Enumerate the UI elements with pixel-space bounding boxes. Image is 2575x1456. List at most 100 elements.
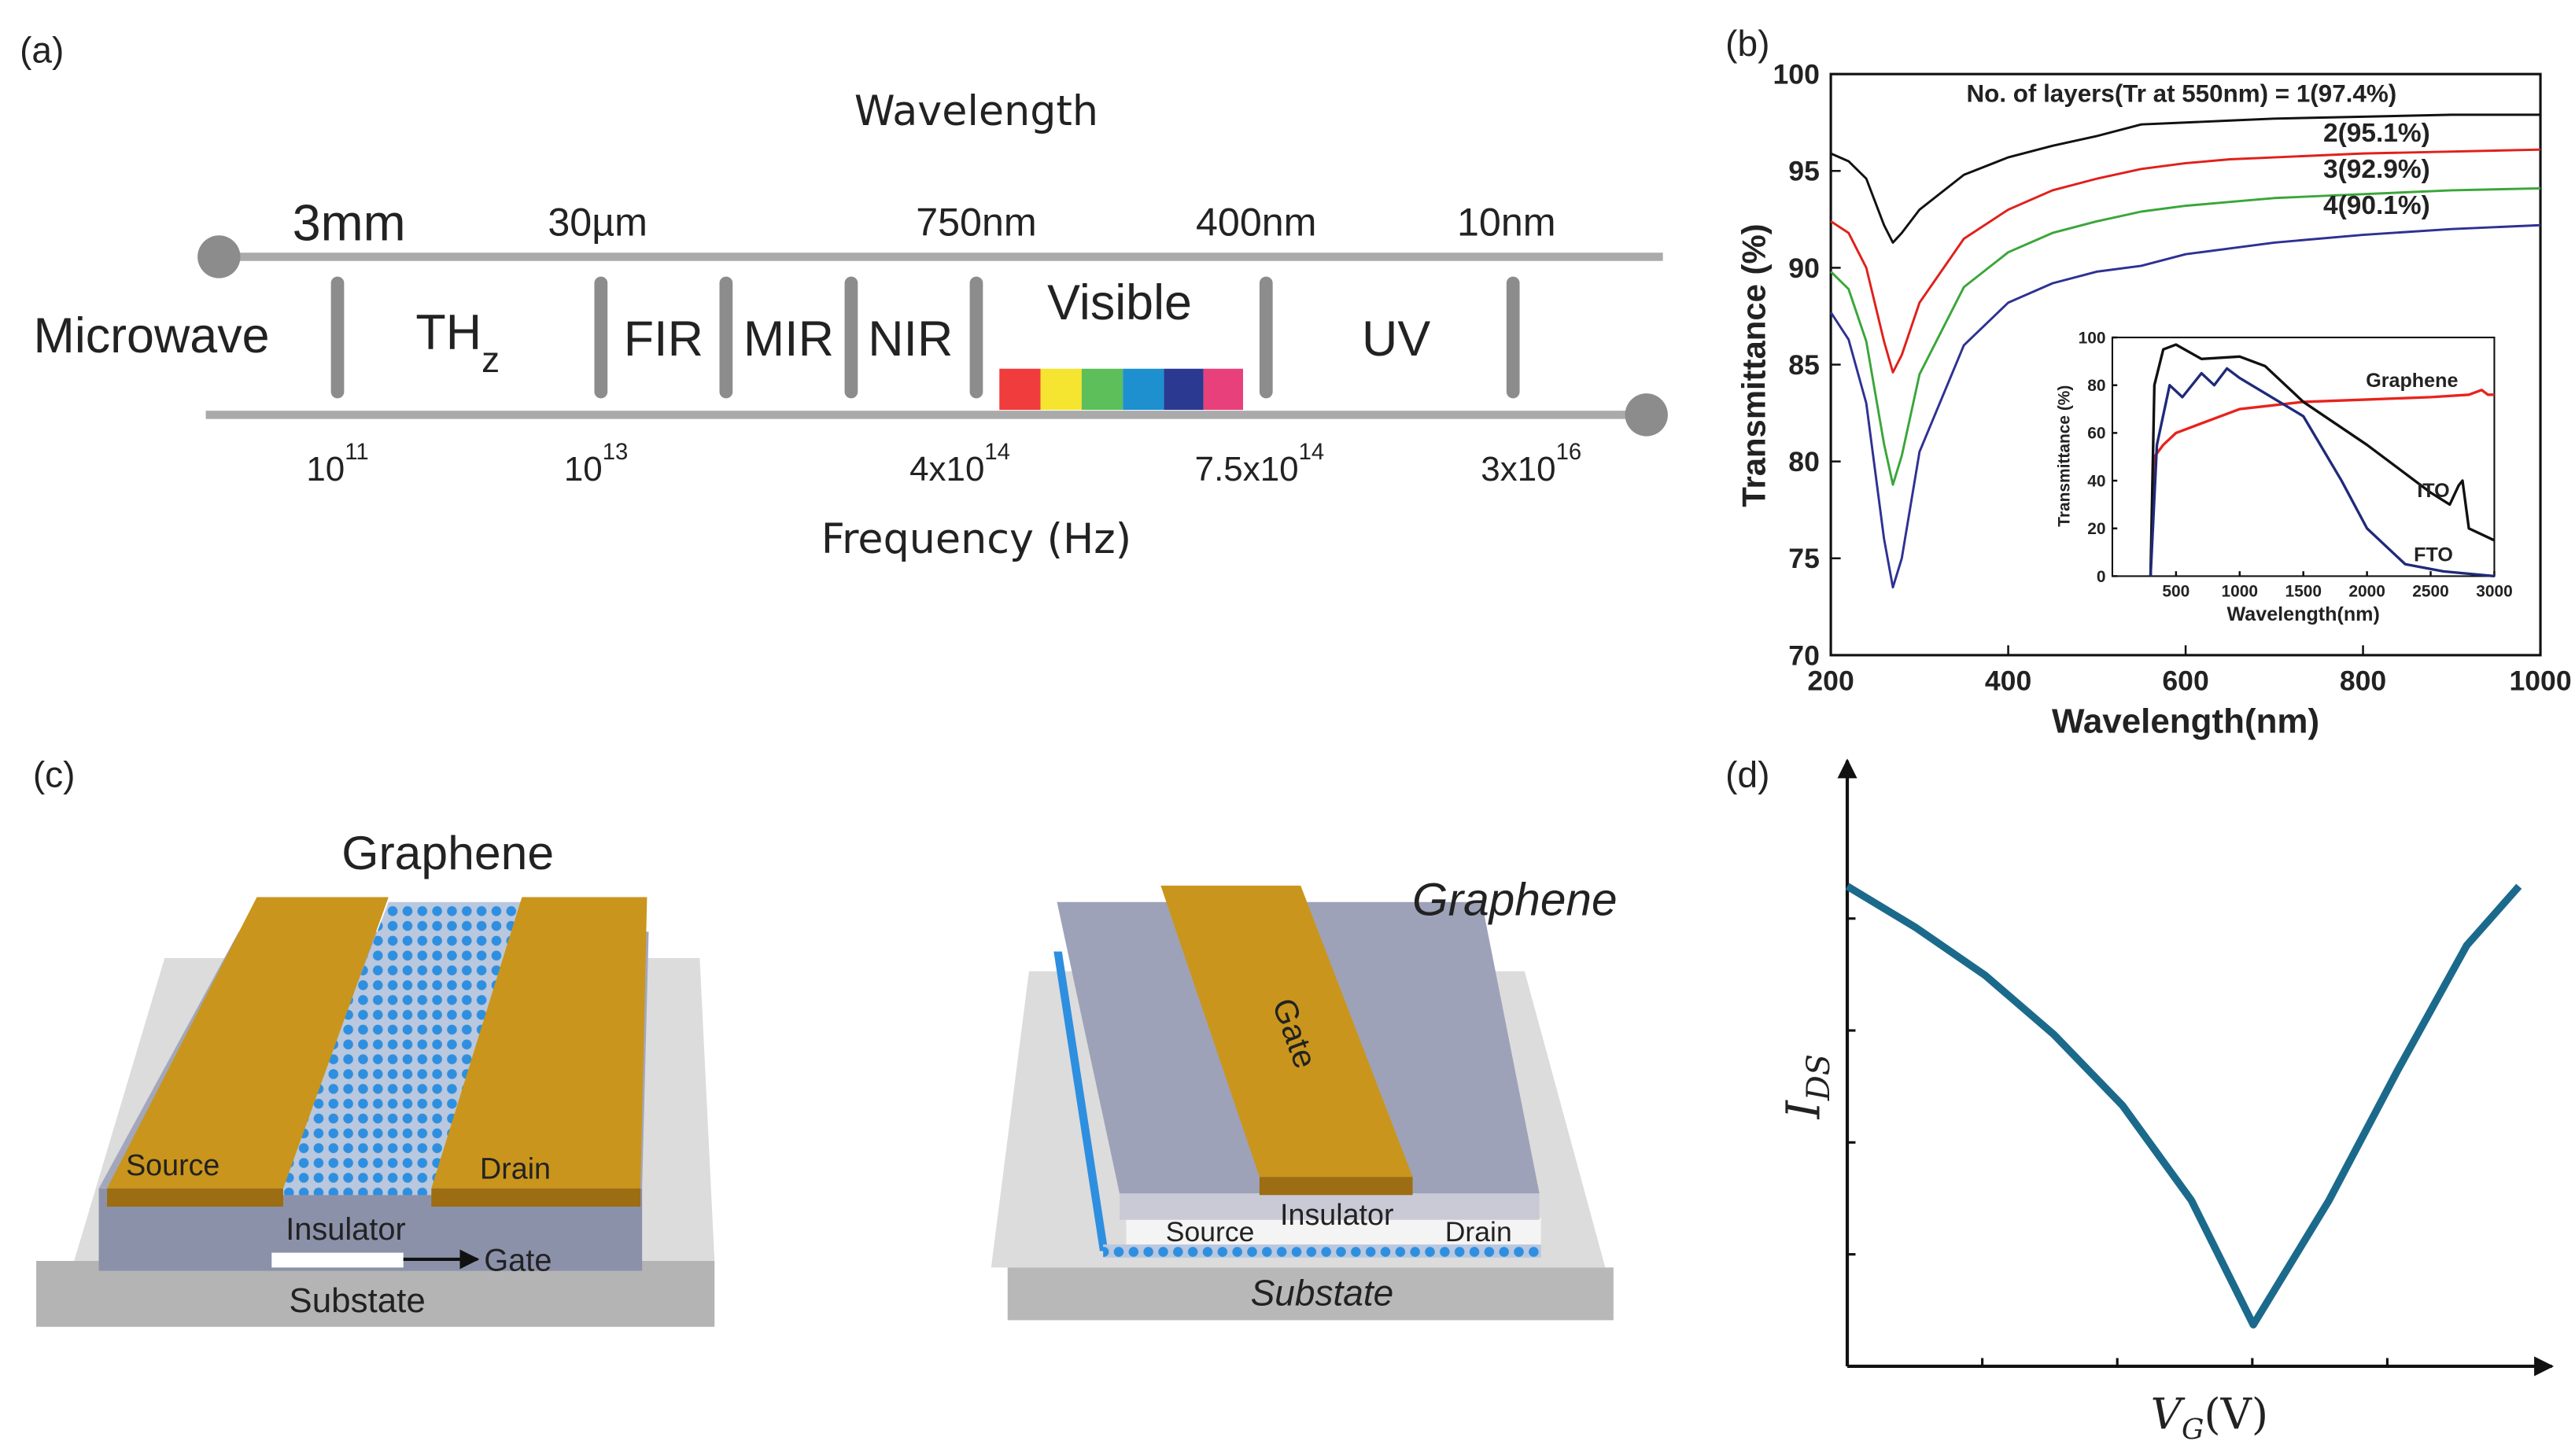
y-tick-label: 85	[1788, 349, 1820, 381]
series-line	[1829, 223, 2541, 589]
bottom-gate-device: Graphene Source Drain Insulator Gate Sub…	[36, 826, 715, 1327]
series-line	[1830, 186, 2541, 486]
y-tick-label: 80	[2087, 377, 2105, 395]
transmittance-chart: 200 400 600 800 1000707580859095100Wavelengt…	[1735, 59, 2571, 741]
panel-labels: (a) (b) (c) (d)	[20, 23, 1769, 794]
top-gate-device: Graphene Gate Source Insulator Drain Sub…	[991, 875, 1618, 1321]
series-label: 3(92.9%)	[2323, 155, 2430, 184]
x-axis-label: Wavelength(nm)	[2227, 603, 2380, 625]
x-tick-label: 400	[1985, 665, 2031, 696]
frequency-base: 3x10	[1481, 450, 1555, 488]
line-end	[197, 235, 241, 278]
series-line	[2149, 389, 2495, 577]
y-tick-label: 75	[1788, 543, 1820, 574]
series-label: 4(90.1%)	[2323, 191, 2430, 220]
device-schematics: Graphene Source Drain Insulator Gate Sub…	[36, 826, 1618, 1327]
graphene-layer	[1103, 1244, 1541, 1258]
y-tick-label: 95	[1788, 156, 1820, 187]
frequency-base: 10	[564, 450, 603, 488]
y-tick-label: 100	[1773, 59, 1820, 90]
insulator-label: Insulator	[286, 1212, 405, 1247]
color-swatch	[1203, 368, 1243, 411]
series-label: ITO	[2417, 480, 2449, 502]
frequency-labels: 1011 1013 4x1014 7.5x1014 3x1016	[306, 439, 1581, 488]
series-label: 2(95.1%)	[2323, 119, 2430, 148]
drain-electrode	[431, 897, 647, 1189]
region-label-sub: z	[481, 339, 500, 380]
region-label: NIR	[868, 311, 953, 367]
x-tick-label: 500	[2162, 583, 2189, 601]
substrate-front	[36, 1261, 715, 1327]
substrate-label: Substate	[289, 1281, 425, 1320]
frequency-exponent: 14	[984, 439, 1010, 465]
y-tick-label: 90	[1788, 252, 1820, 284]
series-line	[2149, 343, 2496, 577]
frequency-title: Frequency (Hz)	[821, 515, 1131, 563]
divider	[1259, 276, 1273, 399]
y-tick-label: 100	[2079, 329, 2106, 347]
y-tick-label: 70	[1788, 640, 1820, 671]
graphene-channel	[276, 901, 530, 1196]
x-axis-label-unit: (V)	[2204, 1388, 2268, 1439]
series-line	[1845, 883, 2522, 1329]
spectrum-diagram: Wavelength Frequency (Hz) 3mm 30µm 750nm…	[34, 87, 1668, 563]
color-swatch	[1081, 368, 1123, 411]
y-tick-label: 20	[2087, 520, 2105, 538]
y-axis-label: IDS	[1776, 1054, 1837, 1119]
substrate-front	[1007, 1267, 1614, 1321]
x-axis-label: VG(V)	[2151, 1388, 2268, 1446]
wavelength-label: 30µm	[548, 200, 647, 244]
x-tick-label: 2000	[2348, 583, 2385, 601]
source-drain-layer	[1126, 1218, 1541, 1245]
x-axis-label-sub: G	[2182, 1414, 2204, 1446]
wavelength-label: 750nm	[916, 200, 1037, 244]
divider	[719, 276, 733, 399]
gate-label: Gate	[484, 1244, 552, 1278]
frequency-label: 4x1014	[909, 439, 1010, 488]
region-labels: Microwave THz FIR MIR NIR Visible UV	[34, 275, 1431, 380]
frequency-base: 7.5x10	[1195, 450, 1299, 488]
wavelength-label: 400nm	[1196, 200, 1317, 244]
dividers	[330, 276, 1520, 399]
color-swatch	[1164, 368, 1204, 411]
series-label: Graphene	[2366, 370, 2458, 392]
x-axis-label-main: V	[2151, 1388, 2186, 1439]
y-axis-label: Transmittance (%)	[1735, 223, 1772, 507]
x-tick-label: 1000	[2509, 665, 2571, 696]
frequency-base: 4x10	[909, 450, 984, 488]
y-tick-label: 40	[2087, 472, 2105, 490]
electrode-side	[431, 1188, 641, 1207]
x-tick-label: 1000	[2222, 583, 2259, 601]
region-label: FIR	[624, 311, 703, 367]
wavelength-title: Wavelength	[854, 87, 1098, 135]
insulator-front	[98, 1188, 643, 1271]
y-tick-label: 60	[2087, 425, 2105, 443]
color-swatch	[1040, 368, 1082, 411]
electrode-side	[107, 1188, 283, 1207]
y-tick-label: 0	[2097, 568, 2106, 586]
line-end	[1625, 393, 1668, 437]
y-tick-label: 80	[1788, 446, 1820, 477]
frequency-label: 1011	[306, 439, 368, 488]
y-axis-label-main: I	[1776, 1099, 1830, 1119]
panel-label: (c)	[33, 754, 76, 794]
x-tick-label: 2500	[2412, 583, 2449, 601]
gate-strip	[271, 1252, 404, 1268]
gate-electrode	[1160, 885, 1413, 1178]
x-tick-label: 1500	[2285, 583, 2322, 601]
x-tick-label: 600	[2162, 665, 2208, 696]
y-axis-label-sub: DS	[1801, 1054, 1837, 1101]
source-label: Source	[1166, 1216, 1255, 1248]
source-label: Source	[126, 1148, 220, 1181]
frequency-label: 3x1016	[1481, 439, 1581, 488]
insulator-front	[1120, 1193, 1540, 1220]
x-axis-label: Wavelength(nm)	[2052, 702, 2319, 740]
frequency-base: 10	[306, 450, 345, 488]
divider	[969, 276, 983, 399]
graphene-label: Graphene	[1412, 875, 1618, 926]
region-label: THz	[415, 305, 500, 380]
electrode-side	[1259, 1177, 1413, 1196]
series-label: FTO	[2414, 544, 2453, 566]
y-axis-label: Transmittance (%)	[2056, 385, 2074, 527]
